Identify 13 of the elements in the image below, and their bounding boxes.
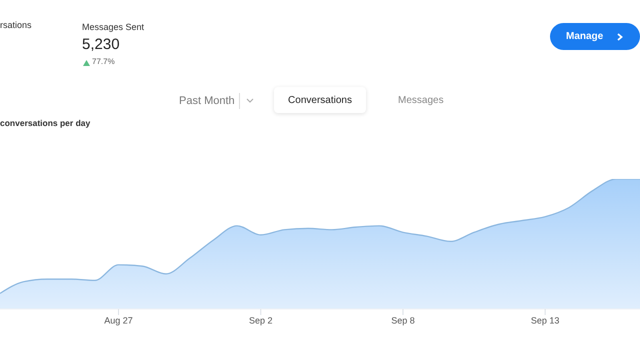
text: Manage bbox=[566, 31, 604, 42]
x-tick-label: Sep 13 bbox=[530, 315, 560, 326]
x-tick-label: Sep 2 bbox=[248, 315, 273, 326]
x-tick-label: Aug 27 bbox=[104, 315, 133, 326]
text: 77.7% bbox=[92, 57, 115, 66]
x-tick-label: Sep 8 bbox=[391, 315, 415, 326]
chart-title: conversations per day bbox=[0, 118, 90, 128]
text: Messages Sent bbox=[82, 22, 144, 32]
text: rsations bbox=[0, 20, 32, 30]
text: 5,230 bbox=[82, 36, 120, 53]
text: Conversations bbox=[288, 94, 352, 106]
text: Past Month bbox=[179, 95, 235, 107]
text: Messages bbox=[398, 95, 444, 106]
